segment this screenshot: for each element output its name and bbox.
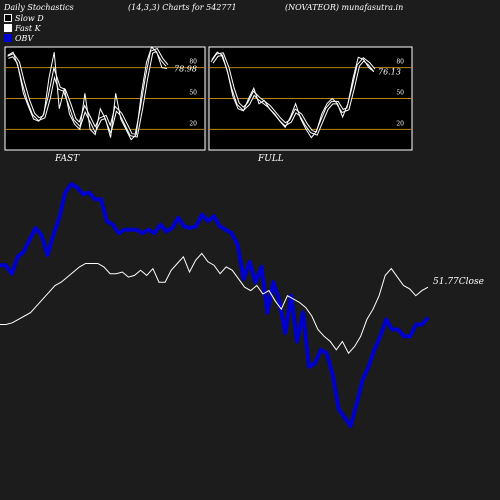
close-price-line (0, 252, 429, 355)
legend-item-fast-k: Fast K (4, 23, 44, 33)
full-last-value: 76.13 (378, 68, 401, 77)
legend-label-obv: OBV (15, 33, 34, 43)
legend-swatch-slow-d (4, 14, 12, 22)
fast-level-label-20: 20 (189, 120, 197, 127)
full-level-label-20: 20 (396, 120, 404, 127)
legend: Slow D Fast K OBV (4, 13, 44, 43)
legend-swatch-fast-k (4, 24, 12, 32)
fast-last-value: 78.98 (174, 65, 197, 74)
fast-panel-title: FAST (54, 154, 80, 164)
legend-label-fast-k: Fast K (15, 23, 41, 33)
full-level-label-80: 80 (396, 59, 404, 66)
fast-fast-k-line (7, 46, 168, 141)
chart-params: (14,3,3) Charts for 542771 (128, 3, 237, 12)
chart-title: Daily Stochastics (4, 3, 74, 12)
full-level-label-50: 50 (396, 90, 404, 97)
full-slow-d-line (211, 53, 375, 135)
full-fast-k-line (211, 51, 375, 139)
legend-swatch-obv (4, 34, 12, 42)
fast-level-label-80: 80 (189, 59, 197, 66)
legend-item-slow-d: Slow D (4, 13, 44, 23)
legend-label-slow-d: Slow D (15, 13, 44, 23)
close-value-label: 51.77Close (433, 277, 484, 287)
legend-item-obv: OBV (4, 33, 44, 43)
chart-source: (NOVATEOR) munafasutra.in (285, 3, 404, 12)
full-panel-title: FULL (257, 154, 284, 164)
fast-level-label-50: 50 (189, 90, 197, 97)
obv-line (0, 182, 430, 428)
